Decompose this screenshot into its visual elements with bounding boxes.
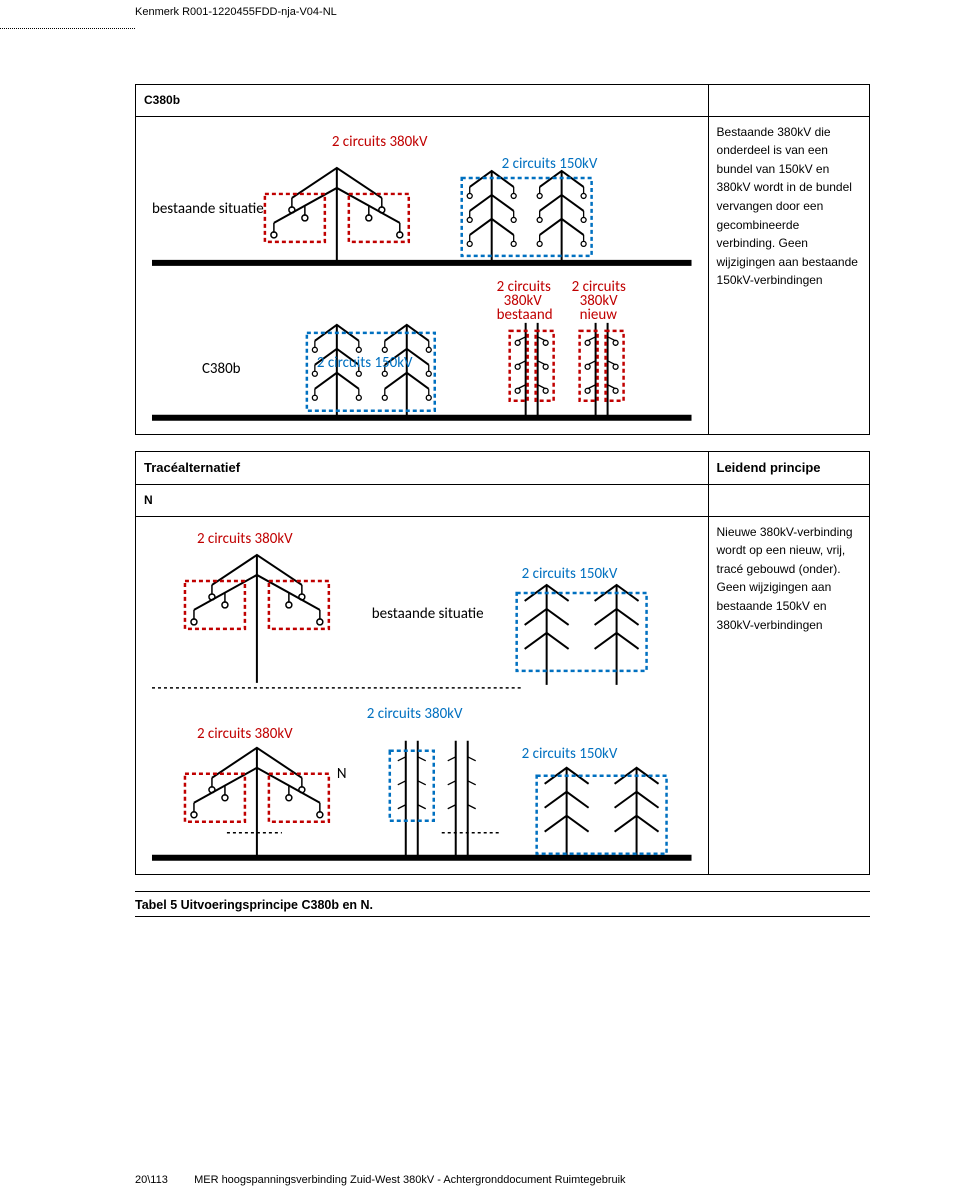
table-n: Tracéalternatief Leidend principe N xyxy=(135,451,870,875)
c380b-diagram-cell: bestaande situatie C380b xyxy=(136,116,709,434)
n-diagram: 2 circuits 380kV xyxy=(142,523,702,863)
n-lbl-2c380-bot: 2 circuits 380kV xyxy=(197,724,293,742)
n-head-right: Leidend principe xyxy=(708,451,869,484)
n-pylon-wintrack-a xyxy=(390,740,434,855)
c380b-empty-header-right xyxy=(708,85,869,117)
content-area: C380b bestaande situatie C380b xyxy=(135,84,870,917)
n-code: N xyxy=(144,493,153,507)
n-description-cell: Nieuwe 380kV-verbinding wordt op een nie… xyxy=(708,516,869,874)
n-lbl-2c150-bot: 2 circuits 150kV xyxy=(522,744,618,762)
lbl-380-nieuw-g: 2 circuits 380kV nieuw xyxy=(572,277,626,323)
n-pylon-delta-380 xyxy=(185,555,329,683)
n-lbl-2c380-mid: 2 circuits 380kV xyxy=(367,704,463,722)
n-pylon-150-bot-b xyxy=(615,767,659,857)
pylon-wintrack-bestaand xyxy=(510,322,554,417)
n-lbl-bestaande: bestaande situatie xyxy=(372,605,484,623)
page: Kenmerk R001-1220455FDD-nja-V04-NL C380b… xyxy=(0,0,960,1198)
n-pylon-delta-380-bot xyxy=(185,747,329,855)
n-lbl-2c150-top: 2 circuits 150kV xyxy=(522,565,618,583)
footer-text: MER hoogspanningsverbinding Zuid-West 38… xyxy=(194,1174,625,1186)
n-lbl-2c380-top: 2 circuits 380kV xyxy=(197,530,293,548)
n-description: Nieuwe 380kV-verbinding wordt op een nie… xyxy=(717,525,853,632)
c380b-description: Bestaande 380kV die onderdeel is van een… xyxy=(717,125,858,288)
pylon-delta-380 xyxy=(265,168,409,263)
footer-page-number: 20\113 xyxy=(135,1174,191,1186)
page-footer: 20\113 MER hoogspanningsverbinding Zuid-… xyxy=(135,1174,870,1186)
lbl-bestaande-situatie: bestaande situatie xyxy=(152,200,264,218)
pylon-wintrack-nieuw xyxy=(580,322,624,417)
lbl-2c150kv-bot: 2 circuits 150kV xyxy=(317,353,413,371)
n-code-cell: N xyxy=(136,485,709,517)
pylon-150-pair-b xyxy=(537,171,586,263)
lbl-2c380kv-top: 2 circuits 380kV xyxy=(332,133,428,151)
svg-text:bestaand: bestaand xyxy=(497,305,553,323)
table-caption: Tabel 5 Uitvoeringsprincipe C380b en N. xyxy=(135,898,870,917)
n-empty-right xyxy=(708,485,869,517)
lbl-c380b: C380b xyxy=(202,359,241,377)
c380b-code-cell: C380b xyxy=(136,85,709,117)
c380b-description-cell: Bestaande 380kV die onderdeel is van een… xyxy=(708,116,869,434)
n-diagram-cell: 2 circuits 380kV xyxy=(136,516,709,874)
n-pylon-150-bot-a xyxy=(545,767,589,857)
n-head-left: Tracéalternatief xyxy=(136,451,709,484)
pylon-150-pair-a xyxy=(467,171,516,263)
svg-text:nieuw: nieuw xyxy=(580,305,618,323)
header-dotted-rule xyxy=(0,28,135,29)
header-reference: Kenmerk R001-1220455FDD-nja-V04-NL xyxy=(135,6,337,18)
n-pylon-wintrack-b xyxy=(448,740,476,855)
lbl-380-bestaand-g: 2 circuits 380kV bestaand xyxy=(497,277,553,323)
lbl-2c150kv-top: 2 circuits 150kV xyxy=(502,155,598,173)
c380b-diagram: bestaande situatie C380b xyxy=(142,123,702,423)
n-lbl-n: N xyxy=(337,764,347,782)
table-c380b: C380b bestaande situatie C380b xyxy=(135,84,870,435)
c380b-code: C380b xyxy=(144,93,180,107)
